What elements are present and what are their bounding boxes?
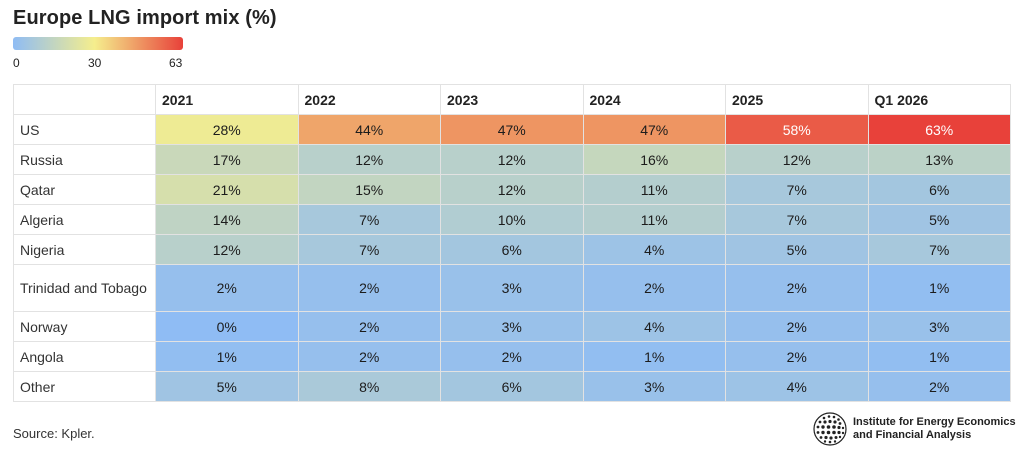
- heatmap-cell: 5%: [725, 234, 869, 265]
- heatmap-cell: 6%: [867, 174, 1011, 205]
- heatmap-cell: 7%: [725, 174, 869, 205]
- heatmap-cell: 15%: [297, 174, 441, 205]
- row-label: Angola: [13, 341, 156, 372]
- heatmap-cell: 63%: [867, 114, 1011, 145]
- heatmap-cell: 5%: [155, 371, 299, 402]
- row-label: Russia: [13, 144, 156, 175]
- heatmap-cell: 2%: [440, 341, 584, 372]
- table-row: Russia 17% 12% 12% 16% 12% 13%: [13, 144, 1011, 175]
- table-row: Norway 0% 2% 3% 4% 2% 3%: [13, 311, 1011, 342]
- row-label: Norway: [13, 311, 156, 342]
- row-label: Nigeria: [13, 234, 156, 265]
- heatmap-cell: 2%: [297, 311, 441, 342]
- column-header: 2021: [155, 84, 299, 115]
- heatmap-cell: 6%: [440, 371, 584, 402]
- heatmap-cell: 2%: [297, 341, 441, 372]
- heatmap-cell: 16%: [582, 144, 726, 175]
- column-header: Q1 2026: [867, 84, 1011, 115]
- heatmap-cell: 1%: [582, 341, 726, 372]
- heatmap-cell: 13%: [867, 144, 1011, 175]
- heatmap-cell: 17%: [155, 144, 299, 175]
- heatmap-cell: 3%: [867, 311, 1011, 342]
- heatmap-cell: 4%: [582, 234, 726, 265]
- heatmap-cell: 2%: [725, 311, 869, 342]
- color-scale-legend: [13, 37, 183, 50]
- heatmap-cell: 11%: [582, 174, 726, 205]
- heatmap-cell: 12%: [155, 234, 299, 265]
- legend-tick-mid: 30: [88, 56, 102, 70]
- heatmap-cell: 21%: [155, 174, 299, 205]
- column-header: 2022: [297, 84, 441, 115]
- heatmap-cell: 7%: [297, 234, 441, 265]
- heatmap-cell: 5%: [867, 204, 1011, 235]
- heatmap-cell: 58%: [725, 114, 869, 145]
- heatmap-cell: 7%: [867, 234, 1011, 265]
- heatmap-cell: 3%: [440, 264, 584, 312]
- heatmap-cell: 0%: [155, 311, 299, 342]
- heatmap-cell: 2%: [155, 264, 299, 312]
- heatmap-cell: 7%: [725, 204, 869, 235]
- source-note: Source: Kpler.: [13, 426, 95, 441]
- column-header: 2025: [725, 84, 869, 115]
- header-row: 2021 2022 2023 2024 2025 Q1 2026: [13, 84, 1011, 115]
- logo-text: Institute for Energy Economics and Finan…: [853, 416, 1016, 442]
- table-row: Nigeria 12% 7% 6% 4% 5% 7%: [13, 234, 1011, 265]
- heatmap-cell: 8%: [297, 371, 441, 402]
- table-row: Trinidad and Tobago 2% 2% 3% 2% 2% 1%: [13, 264, 1011, 312]
- ieefa-logo: Institute for Energy Economics and Finan…: [813, 412, 1016, 446]
- logo-line-2: and Financial Analysis: [853, 429, 972, 441]
- heatmap-cell: 11%: [582, 204, 726, 235]
- legend-tick-max: 63: [169, 56, 183, 70]
- heatmap-cell: 44%: [297, 114, 441, 145]
- heatmap-cell: 1%: [867, 264, 1011, 312]
- table-row: Angola 1% 2% 2% 1% 2% 1%: [13, 341, 1011, 372]
- table-row: Other 5% 8% 6% 3% 4% 2%: [13, 371, 1011, 402]
- heatmap-cell: 2%: [725, 341, 869, 372]
- row-label: Trinidad and Tobago: [13, 264, 156, 312]
- heatmap-cell: 12%: [440, 174, 584, 205]
- row-label: Algeria: [13, 204, 156, 235]
- row-label: Other: [13, 371, 156, 402]
- heatmap-cell: 12%: [440, 144, 584, 175]
- heatmap-cell: 3%: [440, 311, 584, 342]
- heatmap-cell: 10%: [440, 204, 584, 235]
- row-label: Qatar: [13, 174, 156, 205]
- logo-line-1: Institute for Energy Economics: [853, 416, 1016, 428]
- heatmap-cell: 12%: [725, 144, 869, 175]
- heatmap-cell: 4%: [725, 371, 869, 402]
- column-header: 2024: [582, 84, 726, 115]
- heatmap-cell: 12%: [297, 144, 441, 175]
- chart-title: Europe LNG import mix (%): [13, 7, 277, 29]
- heatmap-table: 2021 2022 2023 2024 2025 Q1 2026 US 28% 44% 47% 4…: [13, 84, 1011, 402]
- globe-icon: [813, 412, 847, 446]
- column-header: 2023: [440, 84, 584, 115]
- heatmap-cell: 6%: [440, 234, 584, 265]
- table-row: Algeria 14% 7% 10% 11% 7% 5%: [13, 204, 1011, 235]
- heatmap-cell: 14%: [155, 204, 299, 235]
- legend-tick-min: 0: [13, 56, 20, 70]
- heatmap-cell: 2%: [867, 371, 1011, 402]
- heatmap-cell: 1%: [155, 341, 299, 372]
- heatmap-cell: 47%: [582, 114, 726, 145]
- table-row: US 28% 44% 47% 47% 58% 63%: [13, 114, 1011, 145]
- heatmap-cell: 2%: [725, 264, 869, 312]
- corner-cell: [13, 84, 156, 115]
- heatmap-cell: 2%: [582, 264, 726, 312]
- heatmap-cell: 47%: [440, 114, 584, 145]
- heatmap-cell: 28%: [155, 114, 299, 145]
- row-label: US: [13, 114, 156, 145]
- heatmap-cell: 2%: [297, 264, 441, 312]
- heatmap-cell: 1%: [867, 341, 1011, 372]
- table-row: Qatar 21% 15% 12% 11% 7% 6%: [13, 174, 1011, 205]
- heatmap-cell: 7%: [297, 204, 441, 235]
- heatmap-cell: 4%: [582, 311, 726, 342]
- heatmap-cell: 3%: [582, 371, 726, 402]
